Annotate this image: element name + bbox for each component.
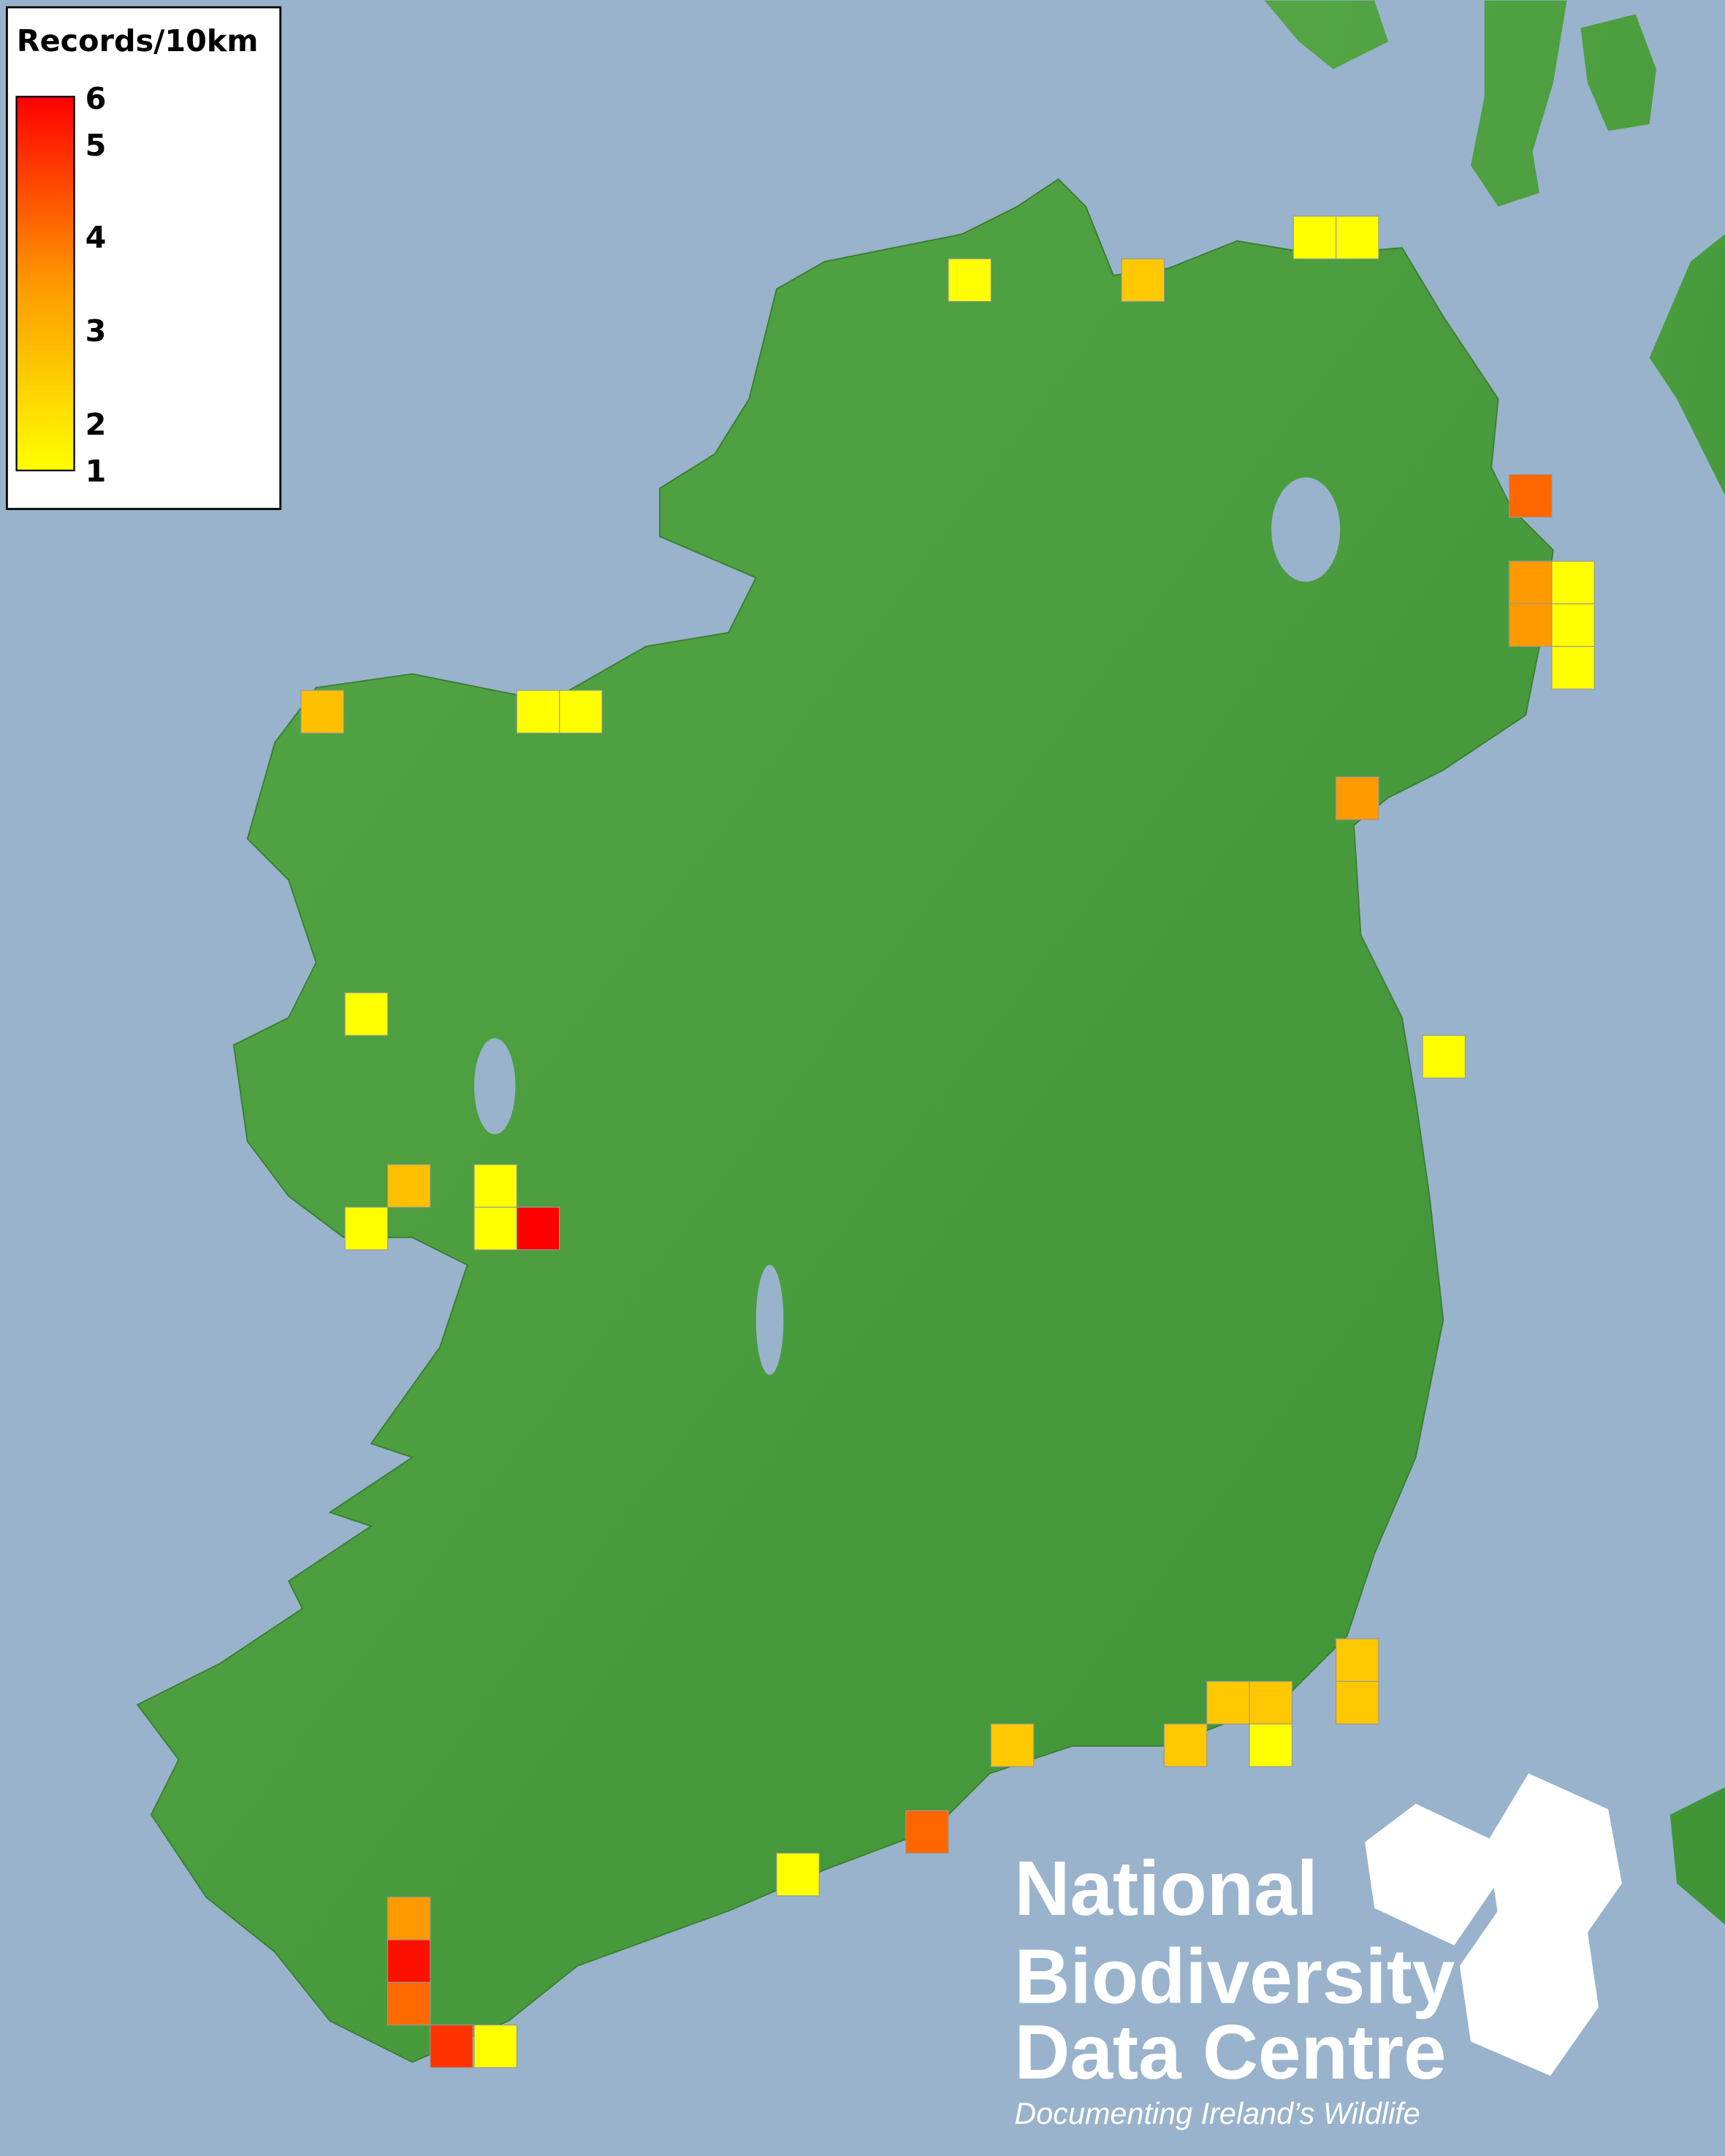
record-cell	[516, 690, 560, 734]
logo-line-3: Data Centre	[1014, 2010, 1446, 2095]
record-cell	[1336, 1680, 1379, 1725]
seahorse-icon	[1459, 1894, 1599, 2076]
record-cell	[1336, 776, 1379, 820]
record-cell	[300, 690, 344, 734]
record-cell	[1422, 1035, 1466, 1079]
record-cell	[473, 1164, 517, 1208]
record-cell	[1163, 1723, 1208, 1767]
record-cell	[386, 1981, 431, 2026]
record-cell	[776, 1852, 820, 1897]
record-cell	[430, 2024, 473, 2068]
legend-color-bar	[15, 96, 75, 472]
record-cell	[386, 1897, 431, 1940]
legend-tick: 6	[85, 81, 107, 116]
legend-tick: 5	[85, 128, 107, 163]
logo-line-1: National	[1014, 1846, 1318, 1932]
lough-corrib	[474, 1037, 516, 1135]
record-cell	[386, 1164, 431, 1208]
record-cell	[1249, 1723, 1292, 1767]
record-cell	[386, 1939, 431, 1983]
record-cell	[1121, 258, 1165, 302]
logo-line-2: Biodiversity	[1014, 1935, 1455, 2020]
record-cell	[990, 1723, 1035, 1767]
logo-tagline: Documenting Ireland’s Wildlife	[1014, 2097, 1420, 2130]
record-cell	[516, 1206, 560, 1251]
legend-tick: 4	[85, 220, 107, 255]
record-cell	[559, 690, 603, 734]
legend: Records/10km 6 5 4 3 2 1	[5, 6, 282, 511]
record-cell	[1551, 646, 1595, 690]
record-cell	[1206, 1680, 1250, 1725]
record-cell	[1509, 603, 1553, 647]
lough-neagh	[1271, 477, 1341, 582]
record-cell	[1551, 560, 1595, 605]
lough-derg	[755, 1265, 784, 1375]
record-cell	[905, 1810, 949, 1854]
legend-title: Records/10km	[17, 23, 259, 58]
record-cell	[1249, 1680, 1292, 1725]
record-cell	[1292, 216, 1337, 259]
record-cell	[1509, 560, 1553, 605]
record-cell	[344, 992, 389, 1036]
record-cell	[1336, 216, 1379, 259]
legend-tick: 1	[85, 454, 107, 489]
record-cell	[1336, 1638, 1379, 1682]
record-cell	[1509, 474, 1553, 518]
legend-tick: 2	[85, 407, 107, 442]
nbdc-logo: National Biodiversity Data Centre Docume…	[1014, 1773, 1622, 2130]
record-cell	[473, 1206, 517, 1251]
record-cell	[344, 1206, 389, 1251]
ireland-landmass	[136, 178, 1554, 2063]
plant-icon	[1365, 1803, 1503, 1946]
record-grid	[300, 216, 1595, 2068]
record-cell	[473, 2024, 517, 2068]
record-cell	[1551, 603, 1595, 647]
legend-tick: 3	[85, 313, 107, 348]
record-cell	[948, 258, 991, 302]
